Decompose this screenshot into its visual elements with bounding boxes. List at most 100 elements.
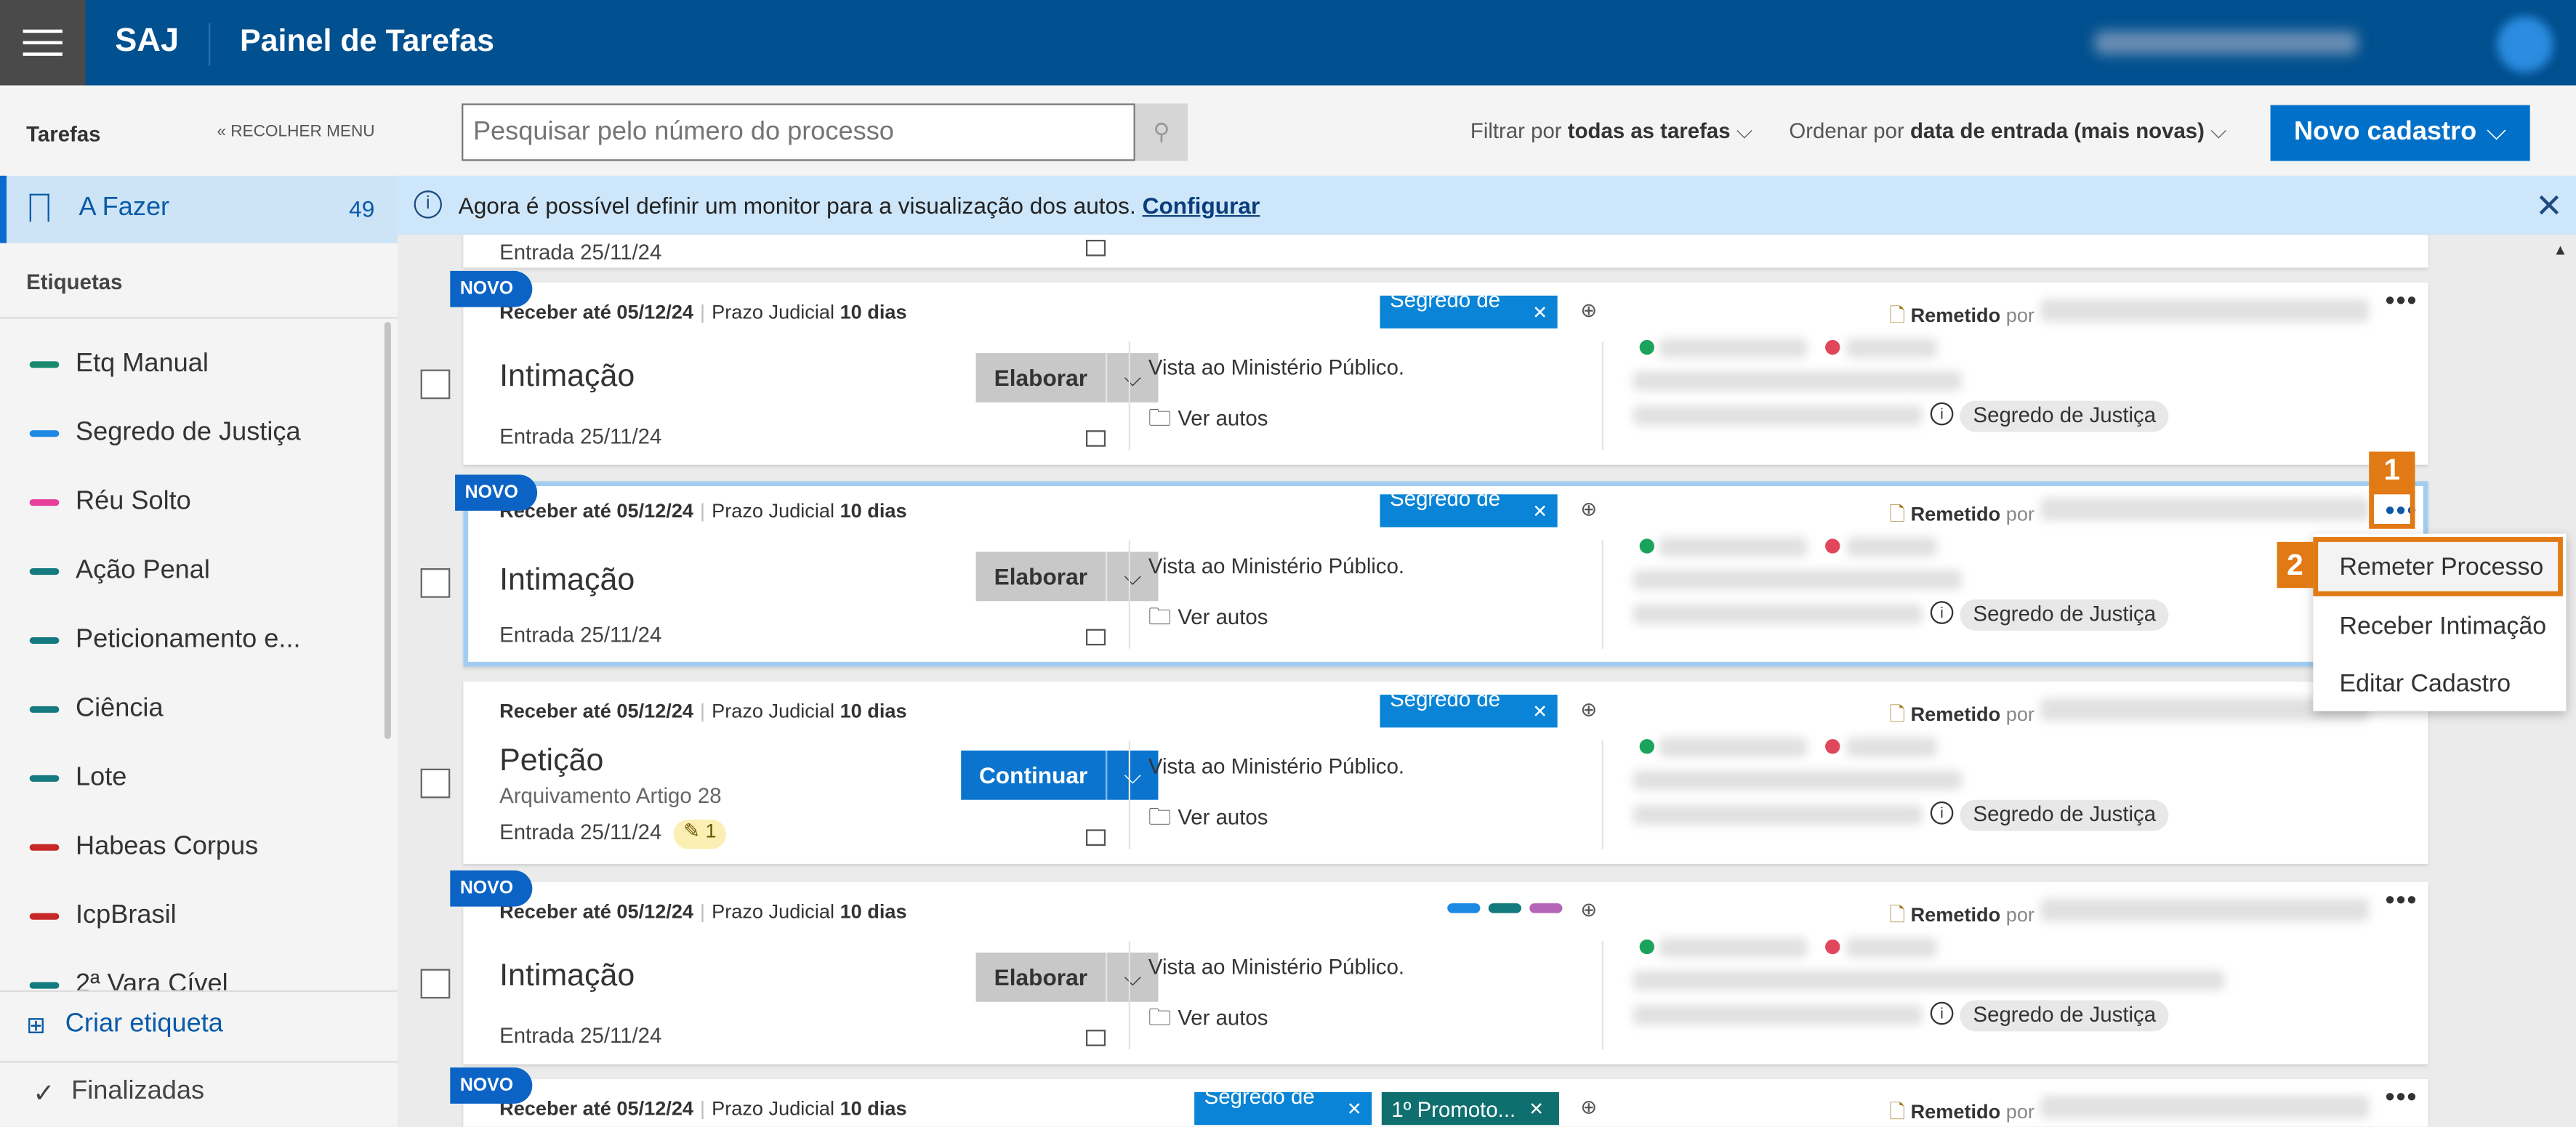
action-label[interactable]: Elaborar <box>975 552 1106 602</box>
party-detail-blurred <box>1633 770 1962 791</box>
tag-color-bar[interactable] <box>1529 903 1563 913</box>
chevron-down-icon[interactable]: ⌵ <box>1106 352 1159 403</box>
menu-item-receber-intimacao[interactable]: Receber Intimação <box>2339 613 2547 641</box>
search-input[interactable] <box>462 103 1135 161</box>
task-card[interactable]: Receber até 05/12/24 | Prazo Judicial 10 d… <box>450 270 2428 465</box>
add-tag-icon[interactable]: ⊕ <box>1580 1095 1598 1119</box>
tag-chip[interactable]: Segredo de ... ✕ <box>1380 288 1558 336</box>
sort-dropdown[interactable]: Ordenar por data de entrada (mais novas)… <box>1789 118 2226 145</box>
select-checkbox[interactable] <box>420 369 451 400</box>
sidebar-tag-item[interactable]: Habeas Corpus <box>29 831 259 864</box>
view-records-link[interactable]: 🗀 Ver autos <box>1148 400 1268 440</box>
scroll-up-icon[interactable]: ▲ <box>2553 241 2568 258</box>
hamburger-menu-button[interactable] <box>0 0 86 86</box>
process-number-blurred <box>1633 804 1923 825</box>
tag-chip[interactable]: Segredo de ... ✕ <box>1380 687 1558 736</box>
info-icon[interactable]: i <box>1930 601 1954 624</box>
sidebar-tag-item[interactable]: IcpBrasil <box>29 900 177 933</box>
tag-color-swatch <box>29 499 60 506</box>
search-button[interactable]: ⚲ <box>1135 103 1188 161</box>
tag-color-bar[interactable] <box>1488 903 1521 913</box>
menu-item-remeter-processo[interactable]: Remeter Processo <box>2339 553 2544 582</box>
view-records-link[interactable]: 🗀 Ver autos <box>1148 800 1268 839</box>
task-title: Intimação <box>499 563 635 598</box>
filter-dropdown[interactable]: Filtrar por todas as tarefas ⌵ <box>1470 118 1752 145</box>
remove-tag-icon[interactable]: ✕ <box>1346 1099 1362 1120</box>
info-icon[interactable]: i <box>1930 801 1954 825</box>
select-checkbox[interactable] <box>420 768 451 799</box>
sidebar-tag-list: Etq Manual Segredo de Justiça Réu Solto Açã… <box>0 318 398 990</box>
remove-tag-icon[interactable]: ✕ <box>1532 303 1548 323</box>
task-title: Petição <box>499 743 604 779</box>
select-checkbox[interactable] <box>420 568 451 598</box>
tag-chip[interactable]: 1º Promoto... ✕ <box>1381 1092 1559 1126</box>
action-label[interactable]: Continuar <box>961 750 1106 800</box>
action-label[interactable]: Elaborar <box>975 352 1106 403</box>
folder-icon: 🗀 <box>1148 1003 1178 1030</box>
add-tag-icon[interactable]: ⊕ <box>1580 299 1598 322</box>
more-options-button[interactable]: ••• <box>2385 1083 2418 1112</box>
primary-action-button[interactable]: Continuar ⌵ <box>961 750 1159 800</box>
view-records-link[interactable]: 🗀 Ver autos <box>1148 599 1268 639</box>
add-tag-icon[interactable]: ⊕ <box>1580 497 1598 521</box>
menu-item-editar-cadastro[interactable]: Editar Cadastro <box>2339 670 2511 698</box>
sidebar-tag-item[interactable]: Peticionamento e... <box>29 624 301 657</box>
view-records-link[interactable]: 🗀 Ver autos <box>1148 1000 1268 1039</box>
user-name-blurred[interactable] <box>2094 31 2358 54</box>
tag-color-swatch <box>29 361 60 368</box>
sidebar-tag-item[interactable]: Réu Solto <box>29 486 191 519</box>
more-options-button[interactable]: ••• <box>2385 287 2418 315</box>
remove-tag-icon[interactable]: ✕ <box>1529 1099 1545 1120</box>
action-label[interactable]: Elaborar <box>975 952 1106 1002</box>
task-card[interactable]: Receber até 05/12/24 | Prazo Judicial 10 d… <box>463 681 2428 864</box>
create-tag-button[interactable]: ⊞ Criar etiqueta <box>26 1010 223 1040</box>
chevron-down-icon[interactable]: ⌵ <box>1106 552 1159 602</box>
tag-chip[interactable]: Segredo de ... ✕ <box>1194 1084 1372 1126</box>
sidebar-tag-item[interactable]: Ciência <box>29 693 164 726</box>
sidebar-item-finalizadas[interactable]: ✓ Finalizadas <box>33 1078 204 1110</box>
info-icon[interactable]: i <box>1930 1001 1954 1025</box>
chevron-down-icon[interactable]: ⌵ <box>1106 750 1159 800</box>
deadline-line: Receber até 05/12/24 | Prazo Judicial 10 d… <box>499 900 906 924</box>
configure-link[interactable]: Configurar <box>1142 192 1260 219</box>
info-icon[interactable]: i <box>1930 402 1954 426</box>
minus-party-icon <box>1825 538 1840 554</box>
party-name-blurred <box>1659 937 1808 958</box>
comment-icon[interactable] <box>1085 629 1106 646</box>
sidebar-item-a-fazer[interactable]: A Fazer 49 <box>0 175 398 243</box>
tag-color-bar[interactable] <box>1447 903 1481 913</box>
secrecy-chip: Segredo de Justiça <box>1960 1000 2170 1032</box>
sidebar-tag-item[interactable]: Ação Penal <box>29 555 210 588</box>
comment-icon[interactable] <box>1085 239 1106 256</box>
comment-icon[interactable] <box>1085 829 1106 847</box>
chevron-down-icon[interactable]: ⌵ <box>1106 952 1159 1002</box>
party-detail-blurred <box>1633 570 1962 590</box>
receive-by: Receber até 05/12/24 <box>499 1096 694 1120</box>
sidebar-scrollbar[interactable] <box>384 321 391 740</box>
collapse-menu-button[interactable]: « RECOLHER MENU <box>217 123 375 142</box>
remove-tag-icon[interactable]: ✕ <box>1532 501 1548 522</box>
divider <box>0 317 398 319</box>
tag-chip[interactable]: Segredo de ... ✕ <box>1380 486 1558 536</box>
select-checkbox[interactable] <box>420 969 451 999</box>
task-card[interactable]: Receber até 05/12/24 | Prazo Judicial 10 d… <box>450 870 2428 1065</box>
primary-action-button[interactable]: Elaborar ⌵ <box>975 952 1159 1002</box>
sidebar-tag-item[interactable]: Lote <box>29 762 127 795</box>
remove-tag-icon[interactable]: ✕ <box>1532 702 1548 722</box>
primary-action-button[interactable]: Elaborar ⌵ <box>975 552 1159 602</box>
task-card[interactable]: Receber até 05/12/24 | Prazo Judicial 10 d… <box>455 474 2428 667</box>
add-tag-icon[interactable]: ⊕ <box>1580 698 1598 722</box>
task-card[interactable]: Receber até 05/12/24 | Prazo Judicial 10 d… <box>450 1067 2428 1127</box>
comment-icon[interactable] <box>1085 430 1106 447</box>
add-tag-icon[interactable]: ⊕ <box>1580 898 1598 921</box>
sidebar-tag-item[interactable]: 2ª Vara Cível <box>29 969 228 990</box>
sidebar-tag-item[interactable]: Etq Manual <box>29 348 209 381</box>
close-icon[interactable]: ✕ <box>2535 188 2563 225</box>
comment-icon[interactable] <box>1085 1030 1106 1046</box>
new-registration-button[interactable]: Novo cadastro ⌵ <box>2270 105 2530 161</box>
sidebar-tag-item[interactable]: Segredo de Justiça <box>29 417 301 450</box>
more-options-button[interactable]: ••• <box>2385 886 2418 915</box>
avatar[interactable] <box>2497 16 2553 73</box>
forwarded-by-name-blurred <box>2040 1095 2370 1119</box>
primary-action-button[interactable]: Elaborar ⌵ <box>975 352 1159 403</box>
